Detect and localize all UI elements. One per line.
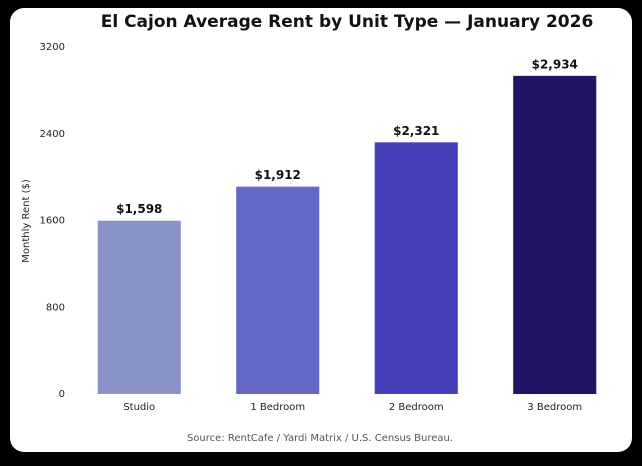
y-tick-label: 800 xyxy=(46,302,65,313)
value-label: $1,598 xyxy=(116,202,162,216)
bar xyxy=(513,75,597,395)
bar xyxy=(97,220,181,394)
y-axis-label: Monthly Rent ($) xyxy=(21,179,32,263)
x-tick-label: 1 Bedroom xyxy=(250,402,305,413)
value-label: $2,934 xyxy=(532,57,578,71)
value-label: $2,321 xyxy=(393,124,439,138)
y-tick-label: 3200 xyxy=(40,42,65,53)
bar xyxy=(236,186,320,394)
y-tick-label: 2400 xyxy=(40,129,65,140)
chart-title: El Cajon Average Rent by Unit Type — Jan… xyxy=(101,12,594,32)
x-tick-label: 2 Bedroom xyxy=(389,402,444,413)
value-label: $1,912 xyxy=(255,168,301,182)
x-tick-label: 3 Bedroom xyxy=(527,402,582,413)
bar xyxy=(374,142,458,394)
x-tick-label: Studio xyxy=(123,402,155,413)
y-tick-label: 0 xyxy=(59,389,65,400)
y-tick-label: 1600 xyxy=(40,216,65,227)
source: Source: RentCafe / Yardi Matrix / U.S. C… xyxy=(187,433,453,444)
